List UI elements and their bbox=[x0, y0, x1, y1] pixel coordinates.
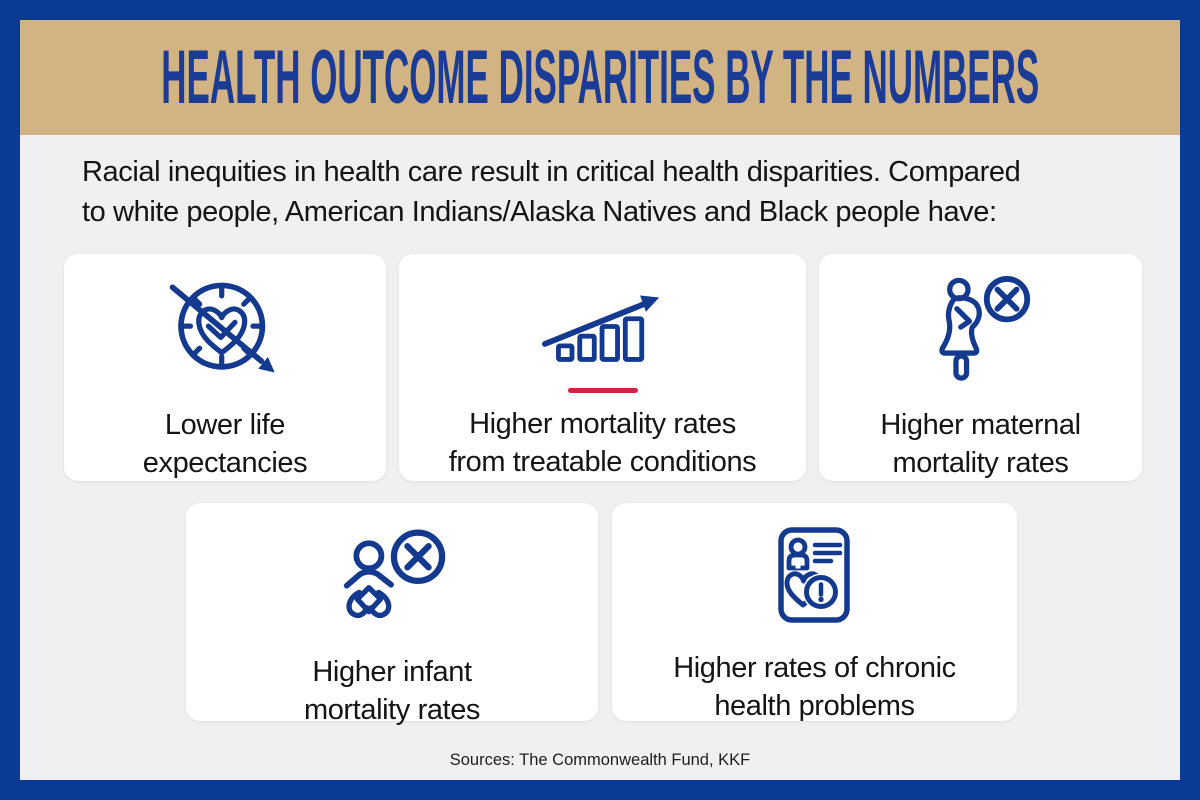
header-band: HEALTH OUTCOME DISPARITIES BY THE NUMBER… bbox=[20, 20, 1180, 135]
card-label: Higher mortality rates from treatable co… bbox=[448, 408, 757, 478]
intro-line-1: Racial inequities in health care result … bbox=[82, 156, 1021, 188]
intro-paragraph: Racial inequities in health care result … bbox=[82, 152, 1021, 232]
infant-crossed-circle-icon bbox=[336, 525, 448, 629]
card-label: Higher maternal mortality rates bbox=[880, 409, 1081, 479]
medical-record-heart-alert-icon bbox=[774, 525, 856, 625]
declining-life-expectancy-heart-clock-icon bbox=[163, 276, 288, 382]
card-chronic-health-problems: Higher rates of chronic health problems bbox=[612, 503, 1017, 722]
card-label: Higher infant mortality rates bbox=[303, 656, 481, 726]
pregnant-woman-crossed-circle-icon bbox=[929, 276, 1033, 382]
intro-line-2: to white people, American Indians/Alaska… bbox=[82, 196, 997, 228]
card-mortality-treatable-conditions: Higher mortality rates from treatable co… bbox=[399, 254, 806, 481]
card-infant-mortality: Higher infant mortality rates bbox=[186, 503, 598, 726]
card-maternal-mortality: Higher maternal mortality rates bbox=[819, 254, 1142, 481]
page-title: HEALTH OUTCOME DISPARITIES BY THE NUMBER… bbox=[161, 34, 1039, 120]
card-label: Lower life expectancies bbox=[142, 409, 308, 479]
card-lower-life-expectancies: Lower life expectancies bbox=[64, 254, 386, 481]
red-divider bbox=[567, 388, 638, 393]
infographic-canvas: HEALTH OUTCOME DISPARITIES BY THE NUMBER… bbox=[20, 20, 1180, 780]
sources-text: Sources: The Commonwealth Fund, KKF bbox=[449, 751, 751, 769]
rising-bar-chart-arrow-icon bbox=[539, 276, 667, 376]
card-label: Higher rates of chronic health problems bbox=[673, 652, 956, 722]
